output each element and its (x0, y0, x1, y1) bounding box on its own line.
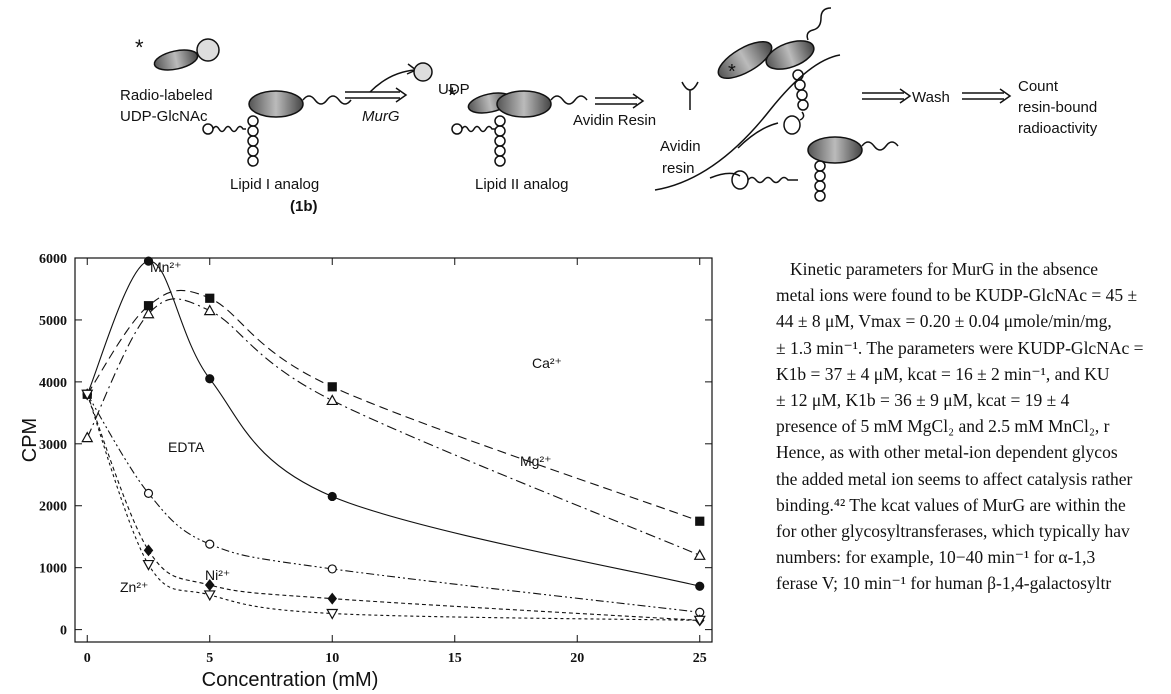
x-tick-label: 0 (84, 651, 91, 666)
scheme-labels: Radio-labeled UDP-GlcNAc Lipid I analog … (120, 78, 1098, 215)
text-line: ± 1.3 min⁻¹. The parameters were KUDP-Gl… (776, 337, 1144, 358)
x-axis-label: Concentration (mM) (202, 669, 379, 691)
y-axis-label: CPM (19, 418, 41, 462)
x-tick-label: 5 (206, 651, 213, 666)
scheme-label: resin-bound (1018, 99, 1097, 116)
marker (142, 559, 155, 571)
series-line (86, 394, 700, 621)
y-tick-label: 1000 (39, 562, 67, 577)
marker (693, 549, 706, 560)
y-tick-label: 4000 (39, 376, 67, 391)
marker (327, 382, 337, 392)
marker (205, 374, 215, 384)
paragraph: Kinetic parameters for MurG in the absen… (776, 256, 1171, 597)
marker (693, 615, 706, 627)
marker (326, 394, 339, 406)
y-tick-label: 6000 (39, 252, 67, 267)
series-line (86, 393, 700, 613)
scheme-label: Wash (912, 89, 950, 106)
marker (143, 256, 154, 266)
scheme-label: Lipid I analog (230, 176, 319, 193)
scheme-label: MurG (362, 108, 400, 125)
scheme-label: UDP-GlcNAc (120, 108, 208, 125)
series-label: Mg²⁺ (520, 453, 552, 469)
scheme-label: (1b) (290, 198, 318, 215)
plot-frame (74, 257, 713, 643)
text-line: binding.⁴² The kcat values of MurG are w… (776, 494, 1126, 515)
text-line: Hence, as with other metal-ion dependent… (776, 442, 1118, 463)
x-tick-label: 10 (325, 651, 339, 666)
marker (81, 431, 94, 443)
y-tick-label: 2000 (39, 500, 67, 515)
marker (203, 304, 216, 316)
series-line (86, 298, 700, 556)
series-label: Zn²⁺ (120, 579, 148, 595)
marker (142, 307, 155, 319)
series-line (86, 260, 700, 587)
svg-text:*: * (448, 83, 457, 108)
scheme-label: Avidin Resin (573, 112, 656, 129)
marker (695, 581, 705, 591)
svg-text:*: * (728, 61, 736, 83)
marker (326, 608, 339, 620)
text-line: ± 12 μM, K1b = 36 ± 9 μM, kcat = 19 ± 4 (776, 390, 1070, 411)
chart: CPM Concentration (mM) 0 1000 2000 3000 4000… (19, 252, 713, 691)
scheme-shapes: * * * (135, 7, 1012, 202)
text-line: for other glycosyltransferases, which ty… (776, 521, 1130, 542)
scheme-label: resin (662, 160, 695, 177)
series-line (86, 289, 700, 522)
scheme-label: UDP (438, 81, 470, 98)
scheme-label: Avidin (660, 138, 701, 155)
marker (205, 293, 215, 303)
scheme-label: Radio-labeled (120, 87, 213, 104)
text-line: ferase V; 10 min⁻¹ for human β-1,4-galac… (776, 573, 1112, 594)
scheme-label: Lipid II analog (475, 176, 568, 193)
marker (205, 539, 215, 549)
marker (143, 488, 154, 498)
scheme-label: Count (1018, 78, 1059, 95)
series-label: EDTA (168, 439, 205, 455)
text-line: presence of 5 mM MgCl₂ and 2.5 mM MnCl₂,… (776, 416, 1110, 437)
x-tick-label: 20 (570, 651, 584, 666)
text-line: 44 ± 8 μM, Vmax = 0.20 ± 0.04 μmole/min/… (776, 311, 1112, 332)
series-label: Ca²⁺ (532, 355, 562, 371)
scheme-label: radioactivity (1018, 120, 1098, 137)
series-label: Ni²⁺ (205, 567, 230, 583)
text-line: K1b = 37 ± 4 μM, kcat = 16 ± 2 min⁻¹, an… (776, 363, 1110, 384)
x-tick-label: 15 (448, 651, 462, 666)
marker (204, 579, 215, 591)
marker (327, 564, 337, 574)
marker (143, 544, 154, 557)
series-label: Mn²⁺ (150, 259, 182, 275)
marker (327, 592, 338, 605)
marker (81, 389, 94, 401)
y-tick-label: 0 (60, 624, 67, 639)
text-line: metal ions were found to be KUDP-GlcNAc … (776, 285, 1138, 306)
series-line (86, 394, 700, 621)
text-line: the added metal ion seems to affect cata… (776, 468, 1133, 489)
marker (203, 590, 216, 602)
marker (695, 516, 705, 526)
text-line: Kinetic parameters for MurG in the absen… (790, 259, 1099, 279)
y-tick-label: 3000 (39, 438, 67, 453)
marker (327, 491, 337, 502)
svg-text:*: * (135, 35, 144, 60)
text-line: numbers: for example, 10−40 min⁻¹ for α-… (776, 547, 1096, 568)
x-tick-label: 25 (693, 651, 707, 666)
scheme: * * * (120, 7, 1098, 215)
y-tick-label: 5000 (39, 314, 67, 329)
